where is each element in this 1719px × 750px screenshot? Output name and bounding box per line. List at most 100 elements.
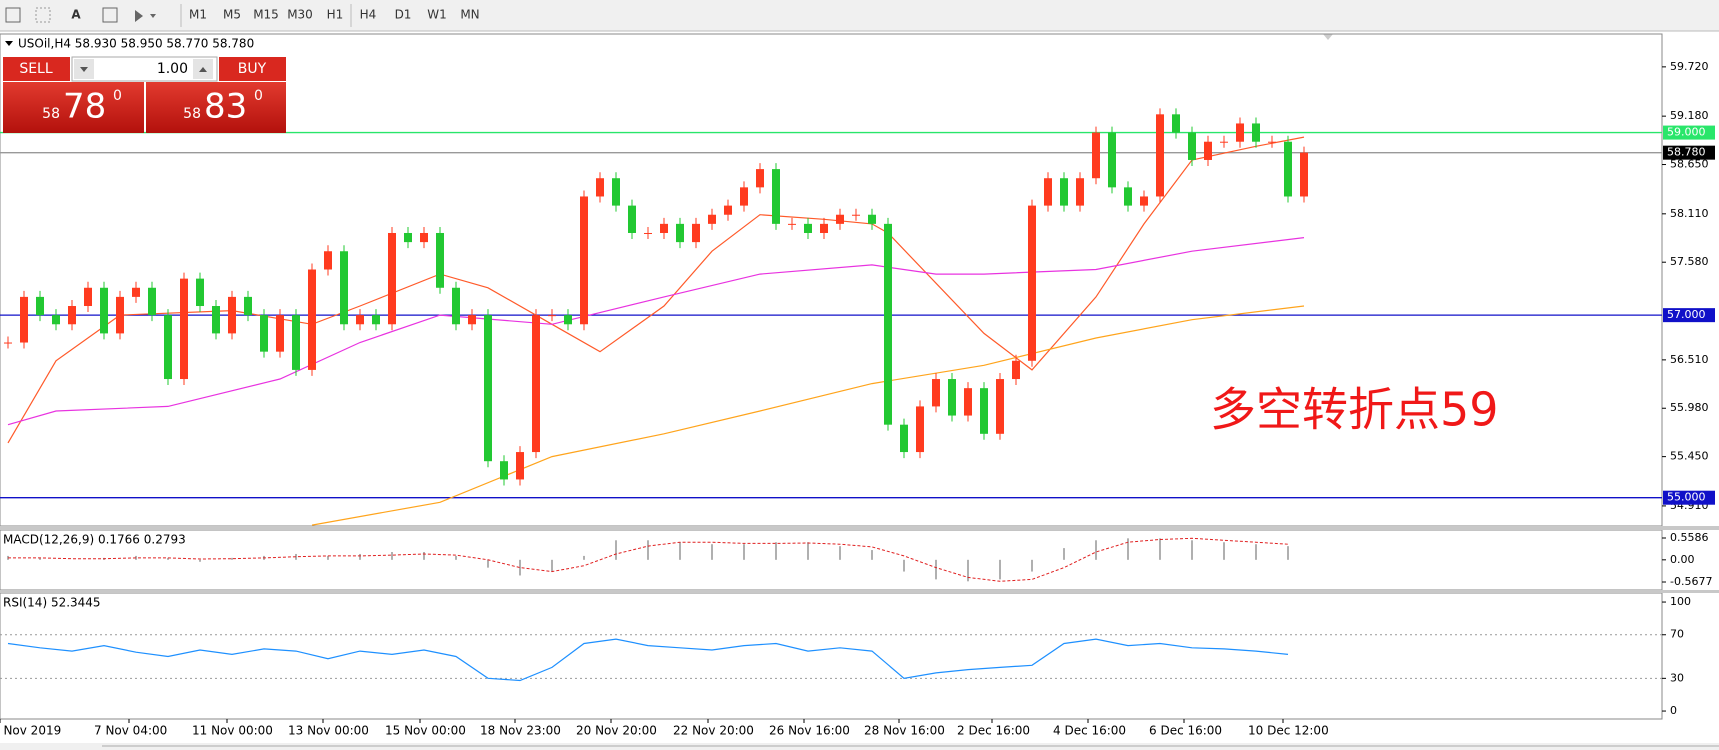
y-tick-label: 55.980	[1670, 401, 1709, 414]
y-tick-label: 70	[1670, 628, 1684, 641]
level-price-box	[1663, 125, 1715, 140]
candle	[20, 296, 28, 343]
moving-average	[7, 237, 1305, 426]
timeframe-button[interactable]: M30	[287, 8, 313, 22]
x-tick-label: 20 Nov 20:00	[576, 724, 657, 738]
timeframe-button[interactable]: H4	[360, 8, 377, 22]
toolbar	[0, 0, 1719, 31]
x-tick-label: 26 Nov 16:00	[769, 724, 850, 738]
candle	[724, 205, 732, 215]
candle	[276, 315, 284, 352]
level-price-label: 58.780	[1667, 146, 1706, 159]
candle	[564, 315, 572, 325]
header-arrow	[5, 41, 13, 46]
candle	[1156, 114, 1164, 197]
candle	[324, 251, 332, 270]
candle	[180, 278, 188, 380]
timeframe-button[interactable]: M15	[253, 8, 279, 22]
rsi-panel	[0, 592, 1663, 720]
shift-marker	[1323, 34, 1333, 40]
candle	[52, 315, 60, 325]
candle	[404, 232, 412, 243]
candle	[1012, 360, 1020, 380]
moving-average	[7, 136, 1305, 444]
candle	[596, 178, 604, 197]
macd-title: MACD(12,26,9) 0.1766 0.2793	[3, 533, 186, 547]
candle	[372, 315, 380, 325]
text-tool[interactable]: A	[71, 8, 81, 22]
candle	[788, 223, 796, 225]
candle	[1028, 205, 1036, 361]
candle	[948, 379, 956, 416]
candle	[580, 196, 588, 325]
candle	[884, 223, 892, 425]
candle	[116, 296, 124, 334]
timeframe-button[interactable]: M5	[223, 8, 241, 22]
sell-label[interactable]: SELL	[19, 61, 53, 77]
buy-price-box[interactable]	[146, 82, 286, 133]
toolbar-icon[interactable]	[35, 7, 51, 23]
candle	[388, 232, 396, 325]
candle	[660, 223, 668, 233]
candle	[308, 269, 316, 370]
candle	[1172, 114, 1180, 133]
sell-price-box[interactable]	[3, 82, 144, 133]
candle	[484, 315, 492, 462]
x-tick-label: 28 Nov 16:00	[864, 724, 945, 738]
candle	[1188, 132, 1196, 160]
x-tick-label: 22 Nov 20:00	[673, 724, 754, 738]
x-tick-label: 13 Nov 00:00	[288, 724, 369, 738]
candle	[820, 223, 828, 233]
candle	[292, 315, 300, 370]
candle	[644, 232, 652, 234]
moving-average	[311, 305, 1305, 526]
candle	[628, 205, 636, 233]
toolbar-icon[interactable]	[135, 10, 156, 22]
candle	[916, 406, 924, 453]
candle	[420, 232, 428, 243]
candle	[836, 214, 844, 224]
candle	[1268, 141, 1276, 143]
candle	[516, 452, 524, 480]
buy-price-figure: 58	[183, 106, 201, 122]
candle	[68, 306, 76, 325]
candle	[260, 315, 268, 352]
candle	[1108, 132, 1116, 188]
plot-layer: 59.720 59.180 58.650 58.110 57.580 56.510 55.9…	[0, 60, 1715, 717]
candle	[804, 223, 812, 233]
timeframe-button[interactable]: MN	[460, 8, 479, 22]
y-tick-label: 55.450	[1670, 450, 1709, 463]
lot-input[interactable]	[71, 56, 218, 82]
x-tick-label: 6 Dec 16:00	[1149, 724, 1222, 738]
candle	[756, 169, 764, 188]
sell-price-fraction: 0	[113, 88, 122, 104]
annotation: 多空转折点59	[1210, 383, 1499, 437]
candle	[132, 287, 140, 297]
lot-up-icon	[199, 67, 207, 72]
y-tick-label: 0.00	[1670, 553, 1695, 566]
candle	[676, 223, 684, 243]
buy-label[interactable]: BUY	[238, 61, 267, 77]
sell-button[interactable]	[3, 57, 70, 81]
x-tick-label: 5 Nov 2019	[0, 724, 61, 738]
symbol-header: USOil,H4 58.930 58.950 58.770 58.780	[18, 37, 254, 51]
lot-value[interactable]: 1.00	[157, 61, 188, 77]
toolbar-icon[interactable]	[5, 7, 21, 23]
candle	[164, 315, 172, 380]
y-tick-label: 57.580	[1670, 255, 1709, 268]
buy-button[interactable]	[219, 57, 286, 81]
signal-line	[8, 537, 1289, 582]
y-tick-label: 59.180	[1670, 109, 1709, 122]
sell-price-figure: 58	[42, 106, 60, 122]
timeframe-button[interactable]: D1	[395, 8, 412, 22]
lot-down-icon	[80, 67, 88, 72]
candle	[612, 178, 620, 206]
candle	[468, 315, 476, 325]
candle	[196, 278, 204, 307]
timeframe-button[interactable]: M1	[189, 8, 207, 22]
timeframe-button[interactable]: H1	[327, 8, 344, 22]
toolbar-icon[interactable]	[102, 7, 118, 23]
candle	[740, 187, 748, 206]
candle	[1252, 123, 1260, 142]
timeframe-button[interactable]: W1	[427, 8, 447, 22]
